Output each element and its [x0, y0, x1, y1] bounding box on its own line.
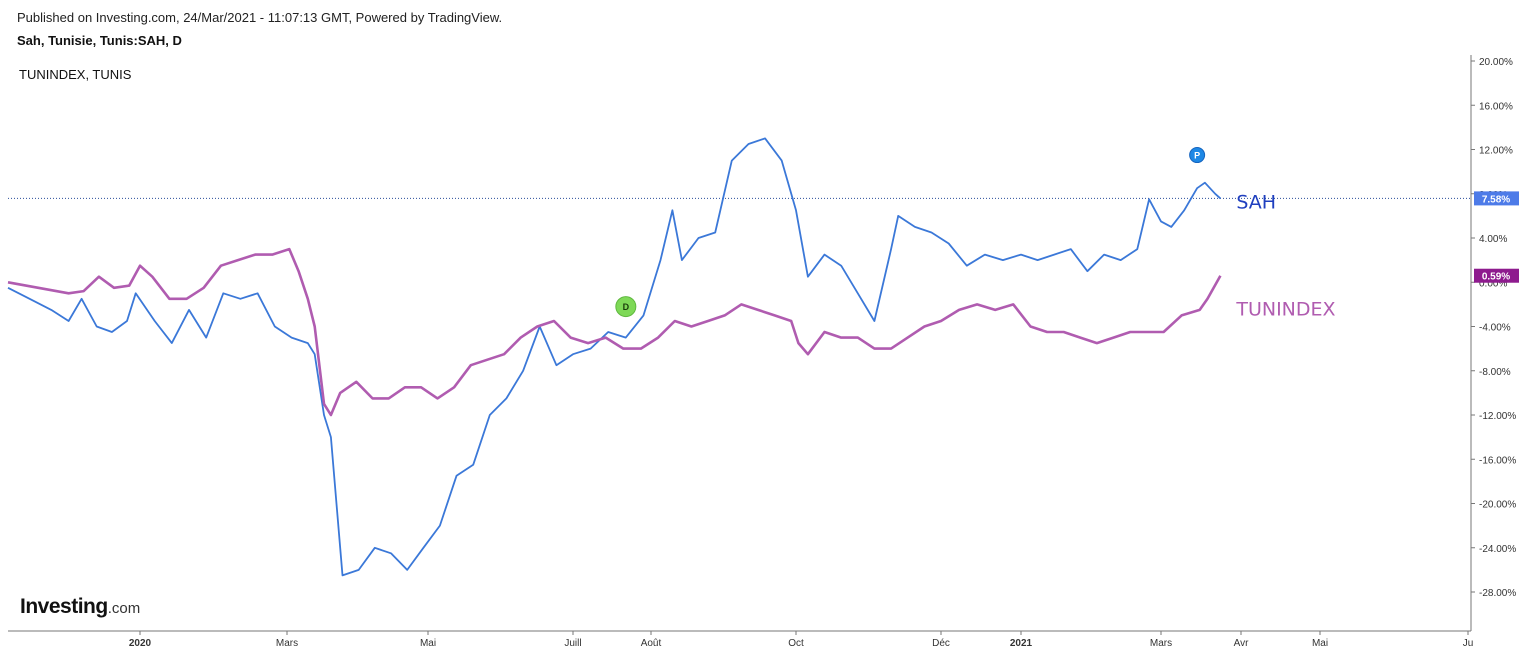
x-tick-label: Avr: [1234, 638, 1249, 649]
y-tick-label: -4.00%: [1479, 323, 1511, 334]
y-tick-label: -12.00%: [1479, 411, 1516, 422]
compare-legend: TUNINDEX, TUNIS: [19, 67, 132, 82]
x-tick-label: Mars: [276, 638, 298, 649]
y-tick-label: 20.00%: [1479, 57, 1513, 68]
series-line-tunindex: [7, 247, 1222, 417]
event-marker-p: [1189, 147, 1206, 164]
published-text: Published on Investing.com, 24/Mar/2021 …: [17, 10, 503, 25]
last-value-text-tunindex: 0.59%: [1482, 272, 1510, 283]
x-tick-label: Mai: [420, 638, 436, 649]
label-layer: SAH 7.58% TUNINDEX 0.59% D P: [615, 147, 1519, 321]
series-name-tunindex: TUNINDEX: [1235, 299, 1335, 321]
x-tick-label: Août: [641, 638, 662, 649]
event-marker-label-d: D: [623, 302, 630, 312]
symbol-title: Sah, Tunisie, Tunis:SAH, D: [17, 33, 182, 48]
last-value-badge-sah: [1474, 191, 1519, 206]
y-tick-label: 12.00%: [1479, 146, 1513, 157]
x-tick-label: 2020: [129, 638, 152, 649]
x-tick-label: Oct: [788, 638, 804, 649]
event-marker-label-p: P: [1194, 151, 1200, 161]
y-tick-label: 16.00%: [1479, 101, 1513, 112]
investing-logo: Investing.com: [20, 595, 141, 618]
series-name-sah: SAH: [1236, 191, 1276, 213]
y-tick-label: -24.00%: [1479, 544, 1516, 555]
x-tick-label: Déc: [932, 638, 950, 649]
y-tick-label: -20.00%: [1479, 500, 1516, 511]
x-tick-label: Ju: [1463, 638, 1474, 649]
last-value-text-sah: 7.58%: [1482, 194, 1510, 205]
event-marker-d: [615, 296, 637, 318]
y-tick-label: 4.00%: [1479, 234, 1507, 245]
axes: 20.00%16.00%12.00%8.00%4.00%0.00%-4.00%-…: [8, 55, 1516, 649]
y-tick-label: -28.00%: [1479, 588, 1516, 599]
y-tick-label: -16.00%: [1479, 455, 1516, 466]
series-layer: [7, 137, 1222, 577]
x-tick-label: Mai: [1312, 638, 1328, 649]
x-tick-label: 2021: [1010, 638, 1033, 649]
y-tick-label: -8.00%: [1479, 367, 1511, 378]
x-tick-label: Juill: [564, 638, 581, 649]
y-tick-label: 0.00%: [1479, 278, 1507, 289]
x-tick-label: Mars: [1150, 638, 1172, 649]
last-value-badge-tunindex: [1474, 268, 1519, 283]
series-line-sah: [7, 137, 1221, 577]
